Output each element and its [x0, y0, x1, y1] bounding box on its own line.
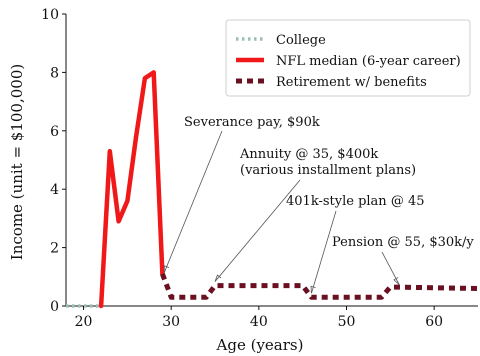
legend-label: College [276, 33, 326, 48]
legend: College NFL median (6-year career) Retirem… [225, 19, 471, 97]
legend-label: NFL median (6-year career) [276, 54, 461, 69]
x-tick-label: 50 [338, 314, 356, 330]
annotation-arrowhead [163, 265, 170, 273]
x-tick-label: 30 [162, 314, 180, 330]
series-group [66, 70, 479, 309]
annotation-arrow [214, 179, 301, 282]
annotation-arrow [311, 210, 337, 294]
y-tick-label: 10 [41, 7, 59, 23]
axes: 0 2 4 6 8 10 20 30 40 50 60 Age (years) Income (unit… [8, 7, 478, 354]
annotation-arrowhead [393, 277, 400, 285]
y-tick-label: 2 [50, 241, 59, 257]
annotation-label: Annuity @ 35, $400k [239, 147, 378, 162]
x-axis-label: Age (years) [216, 336, 304, 354]
legend-box [225, 19, 471, 97]
annotation-arrowhead [214, 274, 222, 282]
annotation-label: Pension @ 55, $30k/y [332, 235, 474, 250]
annotation-arrow [163, 130, 223, 273]
y-tick-label: 0 [50, 299, 59, 315]
y-tick-label: 6 [50, 124, 59, 140]
legend-label: Retirement w/ benefits [276, 75, 427, 90]
annotation-label: 401k-style plan @ 45 [286, 194, 425, 209]
annotation-arrowhead [310, 285, 316, 294]
series-line-2 [160, 273, 479, 300]
annotation-label: Severance pay, $90k [184, 115, 320, 130]
x-tick-label: 60 [425, 314, 443, 330]
annotations: Severance pay, $90k Annuity @ 35, $400k(v… [163, 115, 474, 294]
y-tick-label: 8 [50, 65, 59, 81]
y-axis-label: Income (unit = $100,000) [8, 64, 26, 260]
x-tick-label: 20 [75, 314, 93, 330]
x-tick-label: 40 [250, 314, 268, 330]
series-line-1 [98, 70, 165, 309]
annotation-arrow [381, 251, 400, 285]
y-tick-label: 4 [50, 182, 59, 198]
annotation-sublabel: (various installment plans) [240, 163, 416, 178]
